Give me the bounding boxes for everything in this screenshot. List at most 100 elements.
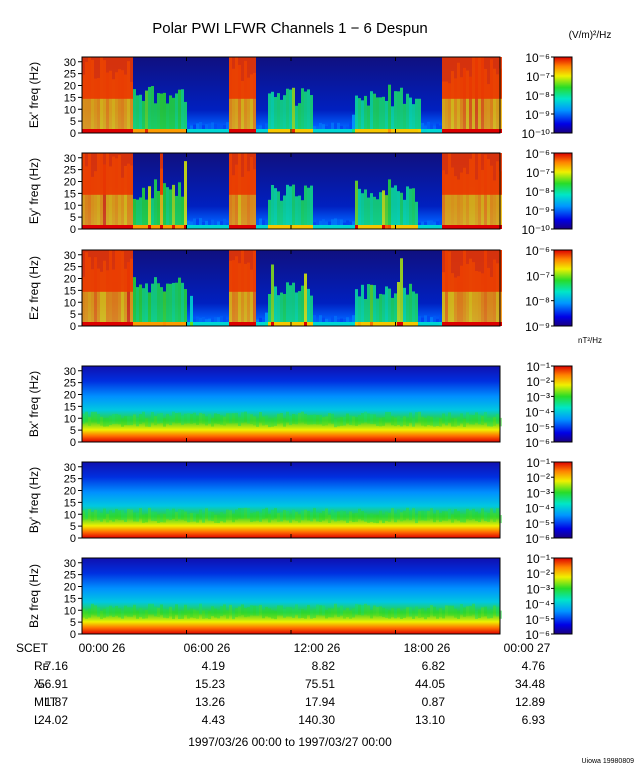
colorbar-label: 10⁻¹ [526, 360, 550, 374]
colorbar-label: 10⁻⁹ [525, 204, 550, 218]
colorbar [553, 461, 573, 539]
ephemeris-value: 15.23 [195, 677, 225, 691]
y-tick-label: 15 [64, 92, 76, 104]
y-tick-label: 25 [64, 570, 76, 582]
y-tick-label: 15 [64, 188, 76, 200]
y-tick-label: 25 [64, 378, 76, 390]
colorbar-label: 10⁻⁶ [525, 244, 550, 258]
colorbar-label: 10⁻⁹ [525, 108, 550, 122]
y-tick-label: 30 [64, 462, 76, 474]
ephemeris-label: L [34, 713, 41, 727]
y-tick-label: 5 [70, 617, 76, 629]
y-tick-label: 10 [64, 297, 76, 309]
y-tick-label: 10 [64, 200, 76, 212]
y-tick-label: 20 [64, 274, 76, 286]
colorbar-label: 10⁻⁷ [526, 269, 550, 283]
y-tick-label: 25 [64, 69, 76, 81]
y-tick-label: 30 [64, 153, 76, 165]
colorbar [553, 249, 573, 327]
panel-background [82, 558, 500, 634]
y-tick-label: 20 [64, 582, 76, 594]
ephemeris-value: 24.02 [38, 713, 68, 727]
y-tick-label: 30 [64, 250, 76, 262]
panel-ylabel: Ez freq (Hz) [27, 256, 41, 320]
colorbar-label: 10⁻⁵ [525, 517, 550, 531]
ephemeris-row: SCET 00:00 26 06:00 26 12:00 26 18:00 26 00:0… [16, 641, 551, 655]
date-range-label: 1997/03/26 00:00 to 1997/03/27 00:00 [188, 735, 392, 749]
ephemeris-value: 44.05 [415, 677, 445, 691]
panel-ylabel: Ex' freq (Hz) [27, 62, 41, 128]
y-tick-label: 0 [70, 437, 76, 449]
colorbar-label: 10⁻⁶ [525, 147, 550, 161]
ephemeris-value: 56.91 [38, 677, 68, 691]
colorbar-label: 10⁻⁸ [525, 185, 550, 199]
ephemeris-value: 6.82 [422, 659, 446, 673]
y-tick-label: 5 [70, 212, 76, 224]
panel-background [82, 366, 500, 442]
ephemeris-value: 06:00 26 [184, 641, 231, 655]
ephemeris-row: L24.02 4.43 140.30 13.10 6.93 [34, 713, 545, 727]
y-tick-label: 5 [70, 521, 76, 533]
ephemeris-value: 00:00 26 [79, 641, 126, 655]
y-tick-label: 20 [64, 486, 76, 498]
magnetic-units-label: nT²/Hz [578, 336, 602, 345]
ephemeris-value: 8.82 [312, 659, 336, 673]
ephemeris-value: 0.87 [422, 695, 446, 709]
colorbar-label: 10⁻¹⁰ [522, 127, 551, 141]
colorbar-label: 10⁻² [526, 567, 550, 581]
colorbar-label: 10⁻⁶ [525, 51, 550, 65]
colorbar-label: 10⁻⁸ [525, 295, 550, 309]
ephemeris-value: 4.43 [202, 713, 226, 727]
colorbar-label: 10⁻⁶ [525, 436, 550, 450]
y-tick-label: 15 [64, 401, 76, 413]
y-tick-label: 0 [70, 629, 76, 641]
y-tick-label: 10 [64, 605, 76, 617]
colorbar [553, 152, 573, 230]
colorbar-label: 10⁻¹ [526, 552, 550, 566]
ephemeris-value: 13.10 [415, 713, 445, 727]
y-tick-label: 25 [64, 165, 76, 177]
colorbar-label: 10⁻³ [526, 390, 550, 404]
electric-units-label: (V/m)²/Hz [569, 30, 612, 41]
ephemeris-value: 4.19 [202, 659, 226, 673]
ephemeris-value: 75.51 [305, 677, 335, 691]
y-tick-label: 15 [64, 593, 76, 605]
y-tick-label: 10 [64, 413, 76, 425]
ephemeris-value: 34.48 [515, 677, 545, 691]
figure-title: Polar PWI LFWR Channels 1 − 6 Despun [152, 20, 428, 37]
ephemeris-label: Rᴇ [34, 659, 49, 673]
y-tick-label: 30 [64, 366, 76, 378]
colorbar-label: 10⁻⁵ [525, 421, 550, 435]
ephemeris-table: SCET 00:00 26 06:00 26 12:00 26 18:00 26 00:0… [16, 641, 551, 727]
panel-ylabel: Ey' freq (Hz) [27, 158, 41, 224]
ephemeris-value: 140.30 [298, 713, 335, 727]
colorbar-label: 10⁻¹⁰ [522, 223, 551, 237]
y-tick-label: 25 [64, 262, 76, 274]
colorbar [553, 56, 573, 134]
ephemeris-value: 00:00 27 [504, 641, 551, 655]
y-tick-label: 10 [64, 104, 76, 116]
colorbar-label: 10⁻¹ [526, 456, 550, 470]
colorbar [553, 365, 573, 443]
colorbar-label: 10⁻³ [526, 486, 550, 500]
ephemeris-value: 6.93 [522, 713, 546, 727]
colorbar [553, 557, 573, 635]
y-tick-label: 30 [64, 558, 76, 570]
y-tick-label: 25 [64, 474, 76, 486]
ephemeris-value: 13.26 [195, 695, 225, 709]
footer-label: Uiowa 19980809 [581, 758, 634, 765]
y-tick-label: 20 [64, 177, 76, 189]
colorbar-label: 10⁻⁸ [525, 89, 550, 103]
ephemeris-label: λₘ [34, 677, 47, 691]
colorbar-label: 10⁻⁴ [525, 406, 550, 420]
ephemeris-value: 18:00 26 [404, 641, 451, 655]
colorbar-label: 10⁻⁶ [525, 532, 550, 546]
